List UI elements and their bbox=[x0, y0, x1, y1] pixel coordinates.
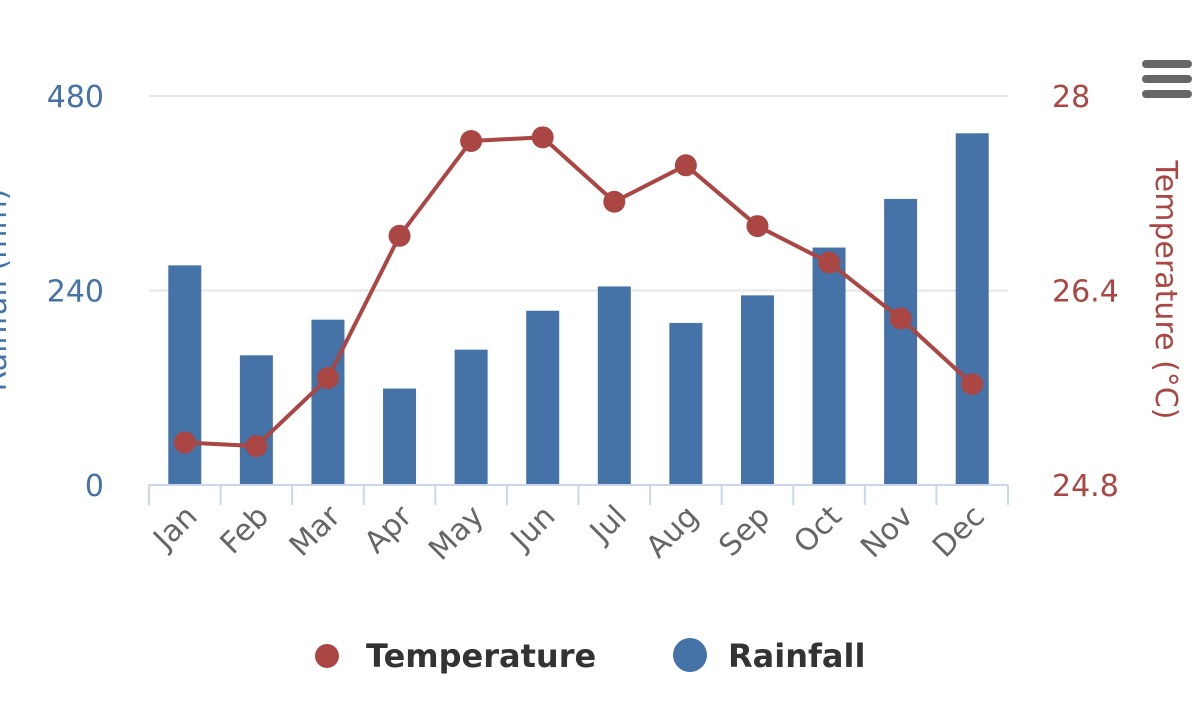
temperature-point bbox=[889, 307, 912, 330]
right-tick-label: 26.4 bbox=[1052, 275, 1119, 310]
x-tick-label: Jul bbox=[582, 499, 634, 551]
rainfall-bar bbox=[383, 388, 417, 485]
temperature-point bbox=[316, 367, 339, 390]
temperature-point bbox=[460, 129, 483, 152]
rainfall-bar bbox=[884, 198, 918, 485]
x-axis: Jan Feb Mar Apr May Jun Jul Aug Sep Oct Nov Dec bbox=[146, 484, 1009, 568]
temperature-point bbox=[818, 251, 841, 274]
legend-label: Rainfall bbox=[728, 637, 865, 675]
temperature-point bbox=[961, 373, 984, 396]
x-tick-label: Jan bbox=[146, 499, 205, 558]
temperature-point bbox=[531, 126, 554, 149]
rainfall-bar bbox=[740, 295, 774, 485]
legend-item-rainfall[interactable]: Rainfall bbox=[673, 637, 865, 675]
rainfall-bar bbox=[669, 322, 703, 485]
temperature-point bbox=[674, 154, 697, 177]
left-tick-label: 240 bbox=[47, 275, 104, 310]
x-tick-label: Sep bbox=[712, 499, 777, 564]
menu-icon[interactable] bbox=[1142, 60, 1192, 98]
rainfall-bar bbox=[454, 349, 488, 485]
x-tick-label: Apr bbox=[358, 498, 420, 560]
x-tick-label: Mar bbox=[283, 498, 348, 563]
rainfall-bar bbox=[597, 286, 631, 485]
x-tick-label: Jun bbox=[503, 499, 562, 558]
right-axis-title: Temperature (°C) bbox=[1148, 160, 1183, 420]
rainfall-bar bbox=[526, 310, 560, 485]
temperature-legend-marker bbox=[315, 644, 339, 668]
temperature-line bbox=[173, 126, 984, 458]
x-tick-label: Aug bbox=[639, 499, 705, 565]
rainfall-bar bbox=[311, 319, 345, 485]
legend: Temperature Rainfall bbox=[315, 637, 865, 675]
temperature-point bbox=[173, 431, 196, 454]
temperature-series-line bbox=[184, 135, 974, 449]
legend-item-temperature[interactable]: Temperature bbox=[315, 637, 596, 675]
grid-lines bbox=[149, 95, 1008, 292]
rainfall-bar bbox=[955, 133, 989, 485]
legend-label: Temperature bbox=[366, 637, 596, 675]
rainfall-legend-marker bbox=[673, 638, 707, 672]
right-axis: 24.8 26.4 28 bbox=[1052, 80, 1119, 504]
right-tick-label: 28 bbox=[1052, 80, 1090, 115]
x-tick-label: Nov bbox=[854, 499, 920, 565]
right-tick-label: 24.8 bbox=[1052, 469, 1119, 504]
x-tick-label: Oct bbox=[787, 499, 849, 561]
x-tick-label: Feb bbox=[214, 499, 276, 561]
x-tick-label: May bbox=[422, 499, 491, 568]
rainfall-bar bbox=[812, 247, 846, 485]
temperature-point bbox=[746, 215, 769, 238]
temperature-point bbox=[245, 435, 268, 458]
rainfall-bars bbox=[168, 133, 989, 485]
left-axis-title: Rainfall (mm) bbox=[0, 189, 14, 392]
x-tick-label: Dec bbox=[926, 499, 992, 565]
left-tick-label: 480 bbox=[47, 80, 104, 115]
left-tick-label: 0 bbox=[85, 469, 104, 504]
temperature-point bbox=[603, 190, 626, 213]
left-axis: 0 240 480 bbox=[47, 80, 104, 504]
temperature-point bbox=[388, 224, 411, 247]
rainfall-bar bbox=[239, 355, 273, 485]
